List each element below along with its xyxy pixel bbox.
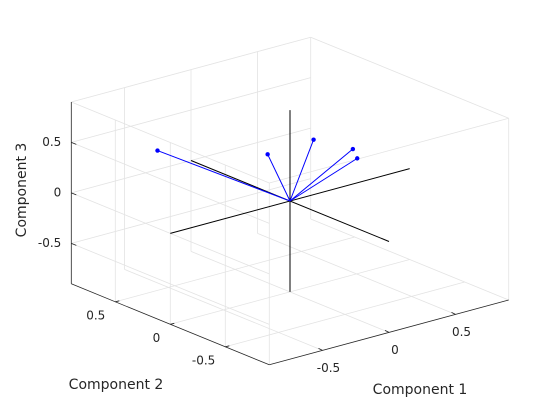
box-edge xyxy=(310,36,509,119)
box-edge xyxy=(269,117,509,184)
y-tick-label: 0.5 xyxy=(86,308,105,322)
vector-tip xyxy=(355,156,360,161)
z-tick xyxy=(71,192,77,196)
z-tick xyxy=(71,243,77,246)
x-tick xyxy=(451,312,456,315)
box-edge xyxy=(310,218,509,301)
vector xyxy=(289,157,358,202)
vector xyxy=(289,139,315,202)
box-edge xyxy=(71,101,270,184)
vector xyxy=(267,154,291,202)
grid-line xyxy=(225,281,465,348)
x-tick-label: 0 xyxy=(391,343,399,357)
y-tick-label: 0 xyxy=(153,331,161,345)
y-tick-label: -0.5 xyxy=(192,353,215,367)
x-tick-label: 0.5 xyxy=(452,325,471,339)
y-tick xyxy=(170,322,175,325)
x-tick xyxy=(318,348,323,351)
vector-tip xyxy=(265,152,270,157)
y-axis-label: Component 2 xyxy=(69,377,164,393)
grid-line xyxy=(71,243,270,325)
y-axis xyxy=(71,283,270,366)
vector-tip xyxy=(311,137,316,142)
y-tick xyxy=(115,300,120,303)
vector xyxy=(289,148,354,202)
z-tick-label: 0.5 xyxy=(42,135,61,149)
z-tick-label: 0 xyxy=(54,185,62,199)
vector-tip xyxy=(155,148,160,153)
x-axis-label: Component 1 xyxy=(373,382,468,398)
z-axis-label: Component 3 xyxy=(14,143,30,238)
vector xyxy=(157,150,291,202)
box-edge xyxy=(71,36,311,103)
vector-tip xyxy=(350,146,356,152)
grid-line xyxy=(71,77,311,143)
grid-line xyxy=(71,142,270,224)
x-tick-label: -0.5 xyxy=(317,361,340,375)
z-tick-label: -0.5 xyxy=(38,236,61,250)
grid-line xyxy=(71,178,311,244)
grid-line xyxy=(71,192,270,275)
grid-line xyxy=(115,236,355,303)
y-tick xyxy=(225,345,230,348)
x-tick xyxy=(384,330,390,333)
z-tick xyxy=(71,142,77,145)
